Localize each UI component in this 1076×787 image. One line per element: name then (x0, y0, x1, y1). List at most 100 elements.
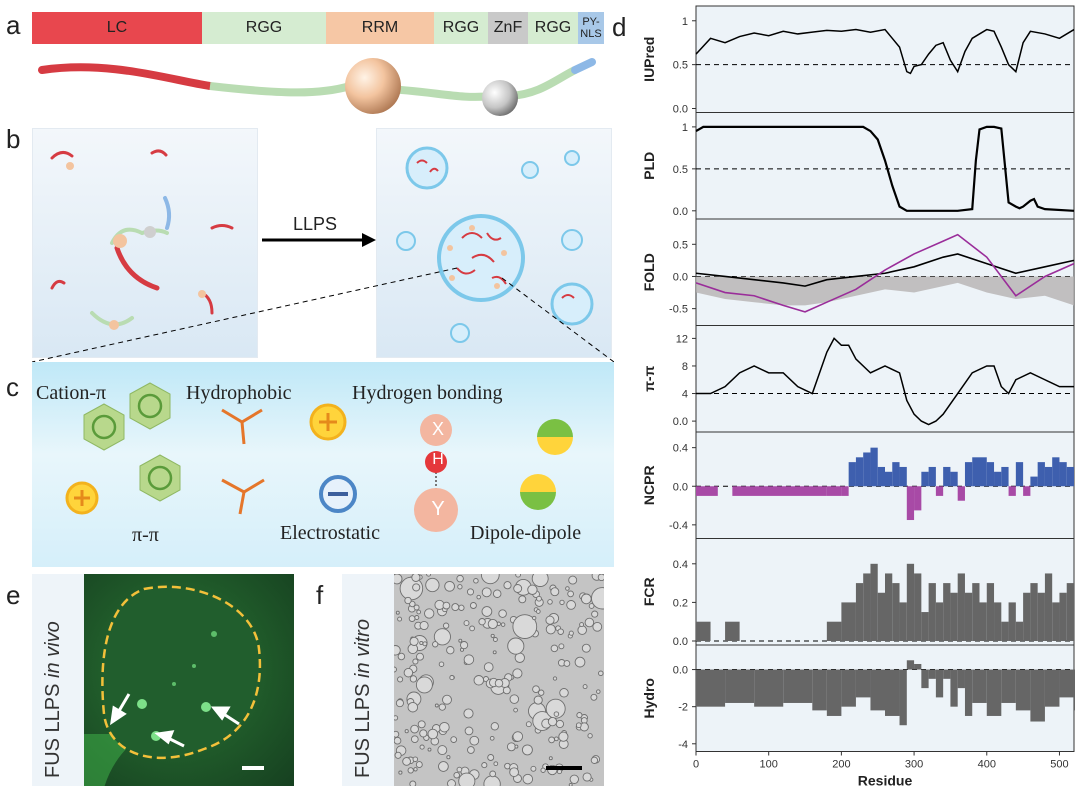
droplet (565, 586, 570, 591)
label-electrostatic: Electrostatic (280, 522, 380, 544)
y-tick-label: -0.4 (669, 520, 688, 532)
droplet (469, 602, 477, 609)
bar (812, 669, 827, 711)
droplet (394, 645, 401, 656)
droplet (422, 641, 428, 647)
label-pi-pi: π-π (132, 524, 159, 546)
droplet (481, 606, 493, 617)
bar (826, 621, 842, 641)
droplet (553, 711, 560, 717)
label-hydrogen-bonding: Hydrogen bonding (352, 382, 503, 404)
droplet (532, 685, 540, 694)
arrow-icon (110, 693, 240, 748)
positive-charge-icon (309, 403, 347, 441)
droplet (512, 668, 523, 679)
bar (855, 457, 864, 487)
droplet (588, 603, 595, 609)
bar (964, 669, 973, 716)
y-tick-label: 0.0 (673, 271, 688, 283)
droplet (427, 747, 432, 752)
droplet (416, 652, 424, 661)
hbond-x-label: X (431, 419, 444, 439)
bar (994, 471, 1002, 487)
droplet (498, 609, 507, 618)
bar (943, 583, 951, 641)
droplet (483, 662, 494, 672)
droplet (490, 633, 495, 638)
droplet (426, 574, 432, 577)
droplet (463, 708, 474, 719)
bar (1015, 621, 1024, 641)
bar (935, 669, 944, 698)
series-line (695, 28, 1075, 75)
droplet (591, 610, 599, 618)
chart-ylabel: PLD (641, 152, 657, 180)
droplet (469, 625, 475, 632)
droplet (438, 703, 446, 711)
droplet (469, 735, 480, 746)
chart-frame (695, 325, 1075, 433)
droplet (490, 722, 499, 731)
droplet (555, 719, 565, 729)
droplet (412, 658, 419, 665)
droplet (415, 676, 433, 694)
y-tick-label: 12 (676, 333, 688, 345)
droplet (509, 767, 519, 778)
bar (892, 462, 900, 487)
chart-ylabel: π-π (641, 365, 657, 391)
bar (928, 669, 936, 679)
bar (1037, 462, 1045, 487)
droplet (409, 636, 419, 646)
droplet (558, 643, 565, 650)
droplet (412, 583, 421, 592)
y-tick-label: -4 (678, 739, 688, 751)
panel-f-label: FUS LLPS in vitro (352, 619, 374, 778)
bar (979, 457, 987, 487)
droplet (442, 622, 450, 629)
panel-c-interactions (32, 362, 614, 567)
bar (892, 583, 900, 641)
droplet (522, 773, 534, 785)
droplet (407, 767, 414, 774)
droplet (439, 721, 450, 733)
droplet (397, 652, 406, 661)
bar (972, 583, 980, 641)
droplet (463, 654, 475, 665)
droplet (514, 744, 519, 749)
droplet (476, 594, 481, 600)
droplet (568, 782, 573, 786)
bar (950, 669, 958, 707)
droplet (419, 744, 425, 750)
droplet (587, 733, 593, 739)
y-tick-label: 0.0 (673, 636, 688, 648)
droplet (545, 615, 555, 625)
chart-ylabel: Hydro (641, 678, 657, 718)
y-tick-label: 0.5 (673, 60, 688, 72)
droplet (449, 675, 455, 681)
x-tick-label: 400 (978, 759, 996, 771)
droplet (460, 641, 469, 650)
panel-label-c: c (6, 372, 19, 402)
droplet (563, 660, 571, 667)
bar (1023, 592, 1031, 641)
droplet (394, 730, 400, 738)
bar (950, 592, 958, 641)
droplet (419, 729, 428, 738)
bar (972, 457, 980, 487)
droplet (434, 703, 439, 708)
panel-label-b: b (6, 124, 21, 154)
interaction-icons (65, 382, 573, 532)
droplet (442, 694, 452, 705)
hbond-y-label: Y (431, 498, 445, 520)
bar (921, 669, 929, 689)
droplet (554, 736, 559, 742)
droplet (512, 614, 538, 639)
droplet (419, 640, 424, 646)
droplet (575, 722, 582, 729)
droplet (527, 584, 538, 595)
y-tick-label: 1 (682, 122, 688, 134)
bar (943, 669, 951, 679)
bar (899, 466, 907, 487)
bar (1059, 592, 1067, 641)
droplet (545, 624, 556, 635)
